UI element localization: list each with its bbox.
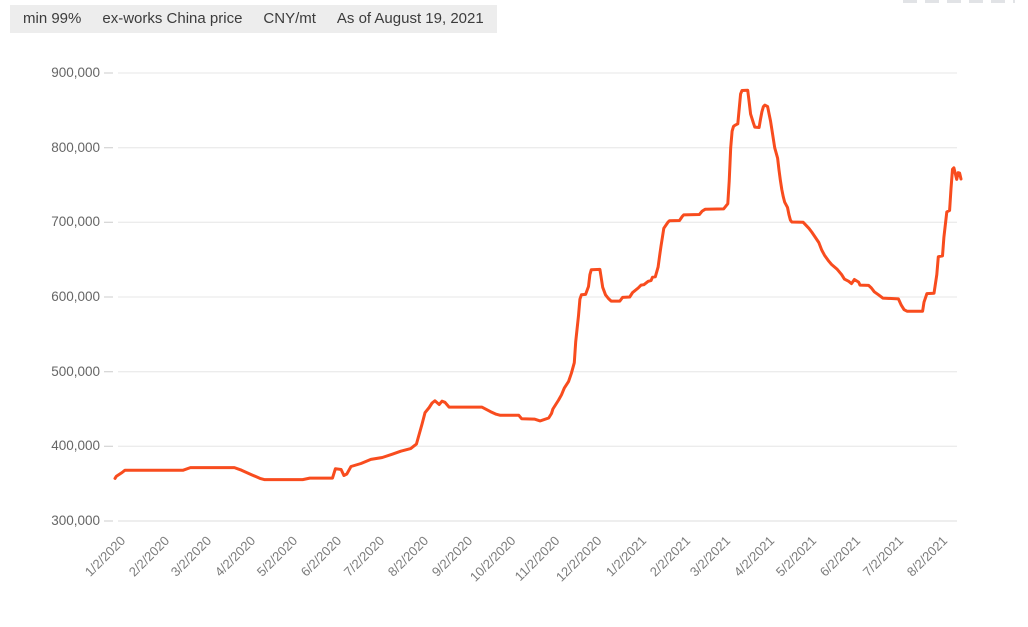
title-unit: CNY/mt — [263, 10, 316, 27]
chart-title-bar: min 99% ex-works China price CNY/mt As of A… — [10, 5, 497, 33]
title-grade: min 99% — [23, 10, 82, 27]
y-axis-ticks — [104, 72, 113, 522]
cropped-watermark-fragment — [903, 0, 1015, 3]
y-axis-label: 800,000 — [51, 139, 100, 155]
y-axis-label: 300,000 — [51, 513, 100, 528]
y-axis-label: 700,000 — [51, 214, 100, 230]
y-axis-label: 500,000 — [51, 363, 100, 379]
y-axis-label: 600,000 — [51, 289, 100, 304]
title-basis: ex-works China price — [102, 10, 243, 27]
y-axis-label: 400,000 — [51, 438, 100, 454]
gridlines — [118, 72, 957, 522]
price-series-line — [113, 88, 963, 482]
title-as-of-date: As of August 19, 2021 — [336, 10, 484, 27]
y-axis-label: 900,000 — [51, 65, 100, 80]
